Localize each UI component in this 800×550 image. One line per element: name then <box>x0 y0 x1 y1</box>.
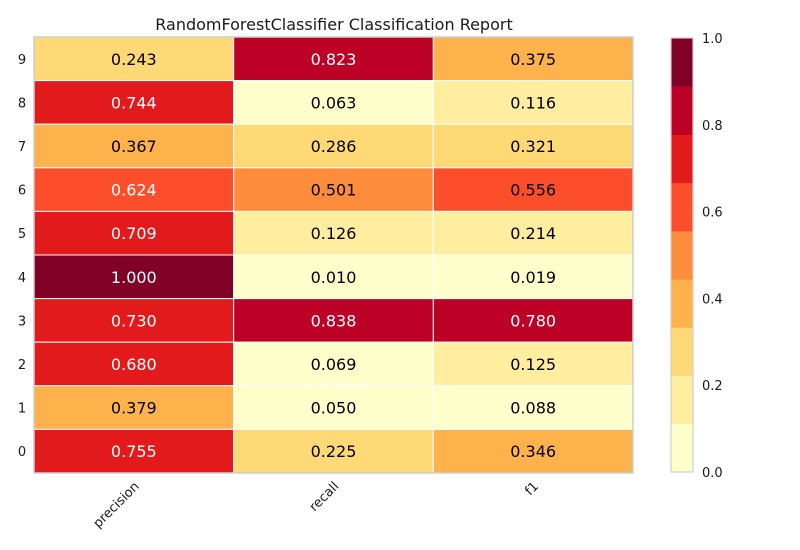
heatmap-cell <box>33 428 235 474</box>
row-tick-label: 1 <box>18 402 26 417</box>
heatmap-cell <box>33 80 235 125</box>
colorbar-segment <box>671 375 693 425</box>
heatmap-cell <box>33 36 235 82</box>
cell-value-label: 0.730 <box>111 311 157 330</box>
column-tick-label: recall <box>307 479 343 515</box>
heatmap-cell <box>33 341 235 387</box>
cell-value-label: 0.501 <box>311 181 357 200</box>
cell-value-label: 0.680 <box>111 355 157 374</box>
row-tick-label: 5 <box>18 227 26 242</box>
heatmap-cell <box>233 428 434 474</box>
cell-value-label: 0.069 <box>311 355 357 374</box>
cell-value-label: 0.346 <box>510 442 556 461</box>
cell-value-label: 1.000 <box>111 268 157 287</box>
colorbar-tick-label: 0.2 <box>702 379 723 394</box>
row-tick-label: 3 <box>18 314 26 329</box>
colorbar-segment <box>671 182 693 232</box>
heatmap-cell <box>233 341 434 387</box>
cell-value-label: 0.838 <box>311 311 357 330</box>
heatmap-cell <box>432 167 634 212</box>
row-tick-label: 0 <box>18 445 26 460</box>
cell-value-label: 0.823 <box>311 50 357 69</box>
cell-value-label: 0.744 <box>111 93 157 112</box>
heatmap-cell <box>233 254 434 300</box>
cell-value-label: 0.125 <box>510 355 556 374</box>
colorbar <box>670 37 694 473</box>
cell-value-label: 0.780 <box>510 311 556 330</box>
colorbar-segment <box>671 38 693 87</box>
cell-value-label: 0.367 <box>111 137 157 156</box>
heatmap-cell <box>233 298 434 343</box>
cell-value-label: 0.050 <box>311 399 357 418</box>
heatmap-cell <box>233 36 434 82</box>
column-tick-label: precision <box>91 479 143 531</box>
colorbar-segment <box>671 86 693 135</box>
heatmap-cell <box>432 254 634 300</box>
cell-value-label: 0.286 <box>311 137 357 156</box>
heatmap-cell <box>233 123 434 169</box>
colorbar-tick-label: 0.4 <box>702 292 723 307</box>
chart-title: RandomForestClassifier Classification Re… <box>155 15 512 34</box>
heatmap-cell <box>33 298 235 343</box>
cell-value-label: 0.243 <box>111 50 157 69</box>
row-tick-label: 4 <box>18 271 26 286</box>
cell-value-label: 0.126 <box>311 224 357 243</box>
x-tick-labels: precision recall f1 <box>91 479 542 531</box>
row-tick-label: 2 <box>18 358 26 373</box>
cell-value-label: 0.375 <box>510 50 556 69</box>
cell-value-label: 0.321 <box>510 137 556 156</box>
heatmap-cell <box>432 385 634 430</box>
colorbar-tick-label: 0.6 <box>702 206 723 221</box>
colorbar-frame <box>670 37 694 473</box>
colorbar-segment <box>671 230 693 280</box>
colorbar-tick-label: 1.0 <box>702 32 723 47</box>
heatmap-cell <box>33 385 235 430</box>
colorbar-tick-label: 0.0 <box>702 466 723 481</box>
cell-value-label: 0.116 <box>510 93 556 112</box>
cell-value-label: 0.088 <box>510 399 556 418</box>
row-tick-label: 6 <box>18 184 26 199</box>
heatmap-cell <box>432 80 634 125</box>
row-tick-label: 8 <box>18 96 26 111</box>
cell-value-label: 0.755 <box>111 442 157 461</box>
cell-value-label: 0.019 <box>510 268 556 287</box>
column-tick-label: f1 <box>522 479 542 499</box>
heatmap-cell <box>233 210 434 256</box>
colorbar-segment <box>671 134 693 184</box>
cell-value-label: 0.214 <box>510 224 556 243</box>
cell-value-label: 0.225 <box>311 442 357 461</box>
heatmap-cell <box>432 298 634 343</box>
colorbar-tick-label: 0.8 <box>702 119 723 134</box>
heatmap-cell <box>33 167 235 212</box>
colorbar-segment <box>671 279 693 328</box>
colorbar-segment <box>671 423 693 473</box>
cell-value-label: 0.010 <box>311 268 357 287</box>
heatmap-cells <box>33 36 634 474</box>
cell-value-label: 0.709 <box>111 224 157 243</box>
colorbar-segment <box>671 327 693 377</box>
y-tick-labels: 9 8 7 6 5 4 3 2 1 0 <box>18 53 26 460</box>
row-tick-label: 9 <box>18 53 26 68</box>
cell-value-label: 0.556 <box>510 181 556 200</box>
cell-value-label: 0.063 <box>311 93 357 112</box>
plot-frame <box>33 36 634 474</box>
heatmap-cell-labels: 0.243 0.823 0.375 0.744 0.063 0.116 0.367 0.286… <box>111 50 556 461</box>
cell-value-label: 0.624 <box>111 181 157 200</box>
cell-value-label: 0.379 <box>111 399 157 418</box>
row-tick-label: 7 <box>18 140 26 155</box>
colorbar-tick-labels: 0.0 0.2 0.4 0.6 0.8 1.0 <box>702 32 723 481</box>
